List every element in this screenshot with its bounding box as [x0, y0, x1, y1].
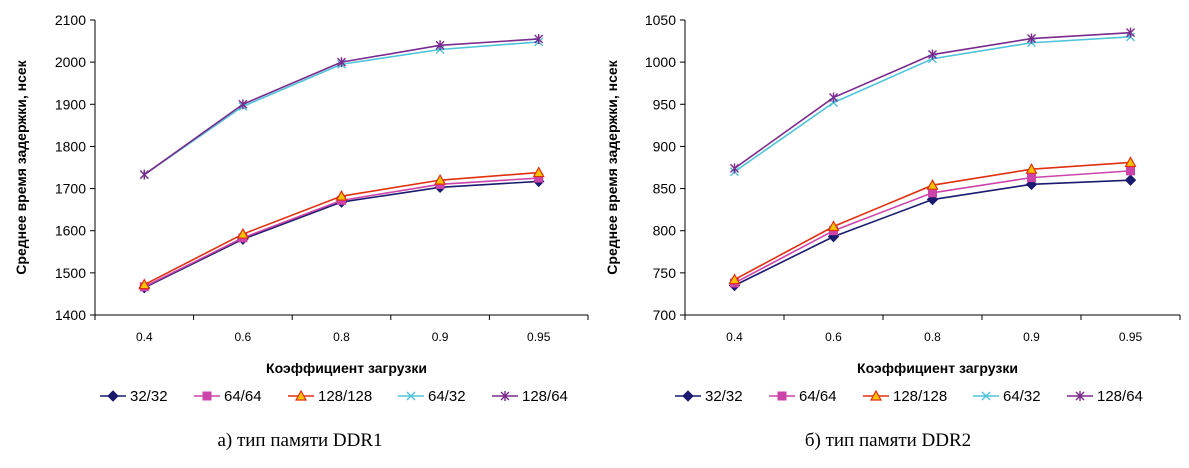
data-point: [236, 227, 249, 239]
y-axis-title: Среднее время задержки, нсек: [13, 59, 29, 274]
data-point: [730, 163, 739, 174]
y-tick-label: 1800: [55, 138, 86, 154]
data-point: [1027, 173, 1036, 183]
legend-marker: [777, 391, 787, 401]
data-point: [238, 99, 248, 110]
y-tick-label: 1700: [55, 181, 86, 197]
x-tick-label: 0.9: [432, 330, 449, 344]
chart-2: 700 750 800 850 900 950 1000 1050 0.4 0.6 0.8 0.9 0.…: [604, 12, 1181, 451]
data-point: [928, 188, 937, 198]
data-point: [138, 278, 151, 290]
y-tick-label: 950: [653, 96, 677, 112]
data-point: [1025, 162, 1038, 174]
legend-marker: [107, 390, 119, 402]
x-axis-title: Коэффициент загрузки: [857, 360, 1018, 376]
x-tick-label: 0.95: [1119, 330, 1143, 344]
y-axis-title: Среднее время задержки, нсек: [604, 59, 620, 274]
legend: 32/32 64/64 128/128 64/32 128/64: [100, 388, 568, 405]
data-point: [534, 33, 544, 44]
series-128-64: [730, 27, 1135, 174]
legend-label: 128/128: [318, 388, 372, 405]
data-point: [829, 92, 838, 103]
y-tick-label: 900: [653, 138, 677, 154]
legend-label: 32/32: [130, 388, 168, 405]
data-point: [1124, 174, 1137, 186]
legend-label: 64/32: [1003, 388, 1041, 405]
chart-caption: б) тип памяти DDR2: [805, 430, 971, 451]
legend-marker: [500, 391, 510, 401]
data-point: [335, 189, 348, 201]
chart-1: 1400 1500 1600 1700 1800 1900 2000 2100 0.4 0.6 0.…: [13, 12, 589, 451]
data-point: [1025, 178, 1038, 191]
x-tick-label: 0.9: [1023, 330, 1040, 344]
legend-marker: [682, 390, 694, 402]
x-tick-label: 0.6: [825, 330, 842, 344]
x-tick-label: 0.8: [924, 330, 941, 344]
legend-marker: [981, 391, 991, 401]
data-point: [337, 57, 346, 68]
data-point: [827, 220, 840, 232]
series-128-64: [139, 33, 544, 180]
data-point: [1126, 166, 1135, 176]
legend-label: 128/64: [1097, 388, 1143, 405]
legend: 32/32 64/64 128/128 64/32 128/64: [675, 388, 1143, 405]
y-tick-label: 2100: [55, 12, 86, 28]
data-point: [1126, 27, 1135, 38]
y-tick-label: 1050: [645, 12, 676, 28]
legend-label: 128/64: [522, 388, 568, 405]
legend-marker: [869, 389, 883, 401]
legend-marker: [406, 391, 416, 401]
y-tick-label: 1500: [55, 265, 86, 281]
legend-label: 128/128: [893, 388, 947, 405]
y-tick-label: 850: [653, 181, 677, 197]
x-tick-label: 0.6: [235, 330, 252, 344]
data-point: [434, 173, 447, 185]
data-point: [926, 178, 939, 190]
series-128-128: [138, 166, 545, 290]
data-point: [435, 40, 445, 51]
series-line: [143, 171, 539, 286]
x-tick-label: 0.8: [333, 330, 350, 344]
legend-label: 64/64: [224, 388, 262, 405]
legend-label: 64/32: [428, 388, 466, 405]
chart-caption: а) тип памяти DDR1: [217, 430, 382, 451]
x-axis-title: Коэффициент загрузки: [266, 360, 427, 376]
legend-marker: [202, 391, 212, 401]
data-point: [728, 273, 741, 285]
x-tick-label: 0.95: [527, 330, 551, 344]
y-tick-label: 1600: [55, 223, 86, 239]
y-tick-label: 700: [653, 307, 677, 323]
series-128-128: [728, 156, 1137, 285]
y-tick-label: 2000: [55, 54, 86, 70]
x-tick-label: 0.4: [136, 330, 153, 344]
x-tick-label: 0.4: [726, 330, 743, 344]
data-point: [1124, 156, 1137, 168]
legend-marker: [1075, 391, 1085, 401]
data-point: [139, 169, 149, 180]
data-point: [532, 166, 545, 178]
legend-label: 64/64: [799, 388, 837, 405]
data-point: [928, 49, 937, 60]
y-tick-label: 1400: [55, 307, 86, 323]
y-tick-label: 1900: [55, 96, 86, 112]
data-point: [1027, 33, 1036, 44]
y-tick-label: 750: [653, 265, 677, 281]
y-tick-label: 1000: [645, 54, 676, 70]
y-tick-label: 800: [653, 223, 677, 239]
legend-label: 32/32: [705, 388, 743, 405]
legend-marker: [294, 389, 308, 401]
